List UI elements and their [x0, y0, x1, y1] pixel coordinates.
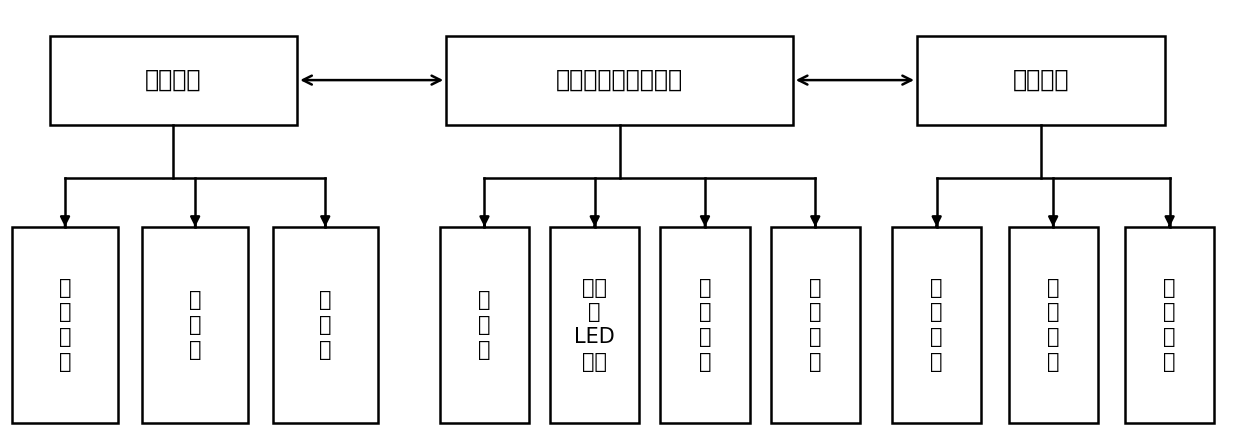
Text: 智能餐厅服务机器人: 智能餐厅服务机器人: [556, 68, 683, 92]
Bar: [12, 227, 118, 423]
Bar: [660, 227, 750, 423]
Text: 语音
及
LED
提示: 语音 及 LED 提示: [575, 278, 615, 372]
Bar: [440, 227, 529, 423]
Bar: [446, 36, 793, 125]
Bar: [1125, 227, 1214, 423]
Bar: [142, 227, 248, 423]
Text: 引
导
路
径: 引 导 路 径: [1047, 278, 1059, 372]
Bar: [892, 227, 981, 423]
Text: 引导系统: 引导系统: [1012, 68, 1069, 92]
Text: 前
端
设
备: 前 端 设 备: [58, 278, 72, 372]
Text: 自
动
循
迹: 自 动 循 迹: [809, 278, 821, 372]
Text: 电
子
标
签: 电 子 标 签: [930, 278, 943, 372]
Bar: [771, 227, 860, 423]
Text: 后台系统: 后台系统: [145, 68, 202, 92]
Bar: [273, 227, 378, 423]
Text: 服
务
器: 服 务 器: [188, 290, 202, 360]
Bar: [50, 36, 297, 125]
Text: 碰
撞
检
测: 碰 撞 检 测: [699, 278, 711, 372]
Bar: [917, 36, 1165, 125]
Text: 电
磁
锁: 电 磁 锁: [478, 290, 491, 360]
Bar: [1009, 227, 1098, 423]
Bar: [550, 227, 639, 423]
Text: 数
据
库: 数 据 库: [318, 290, 332, 360]
Text: 充
电
装
置: 充 电 装 置: [1163, 278, 1176, 372]
